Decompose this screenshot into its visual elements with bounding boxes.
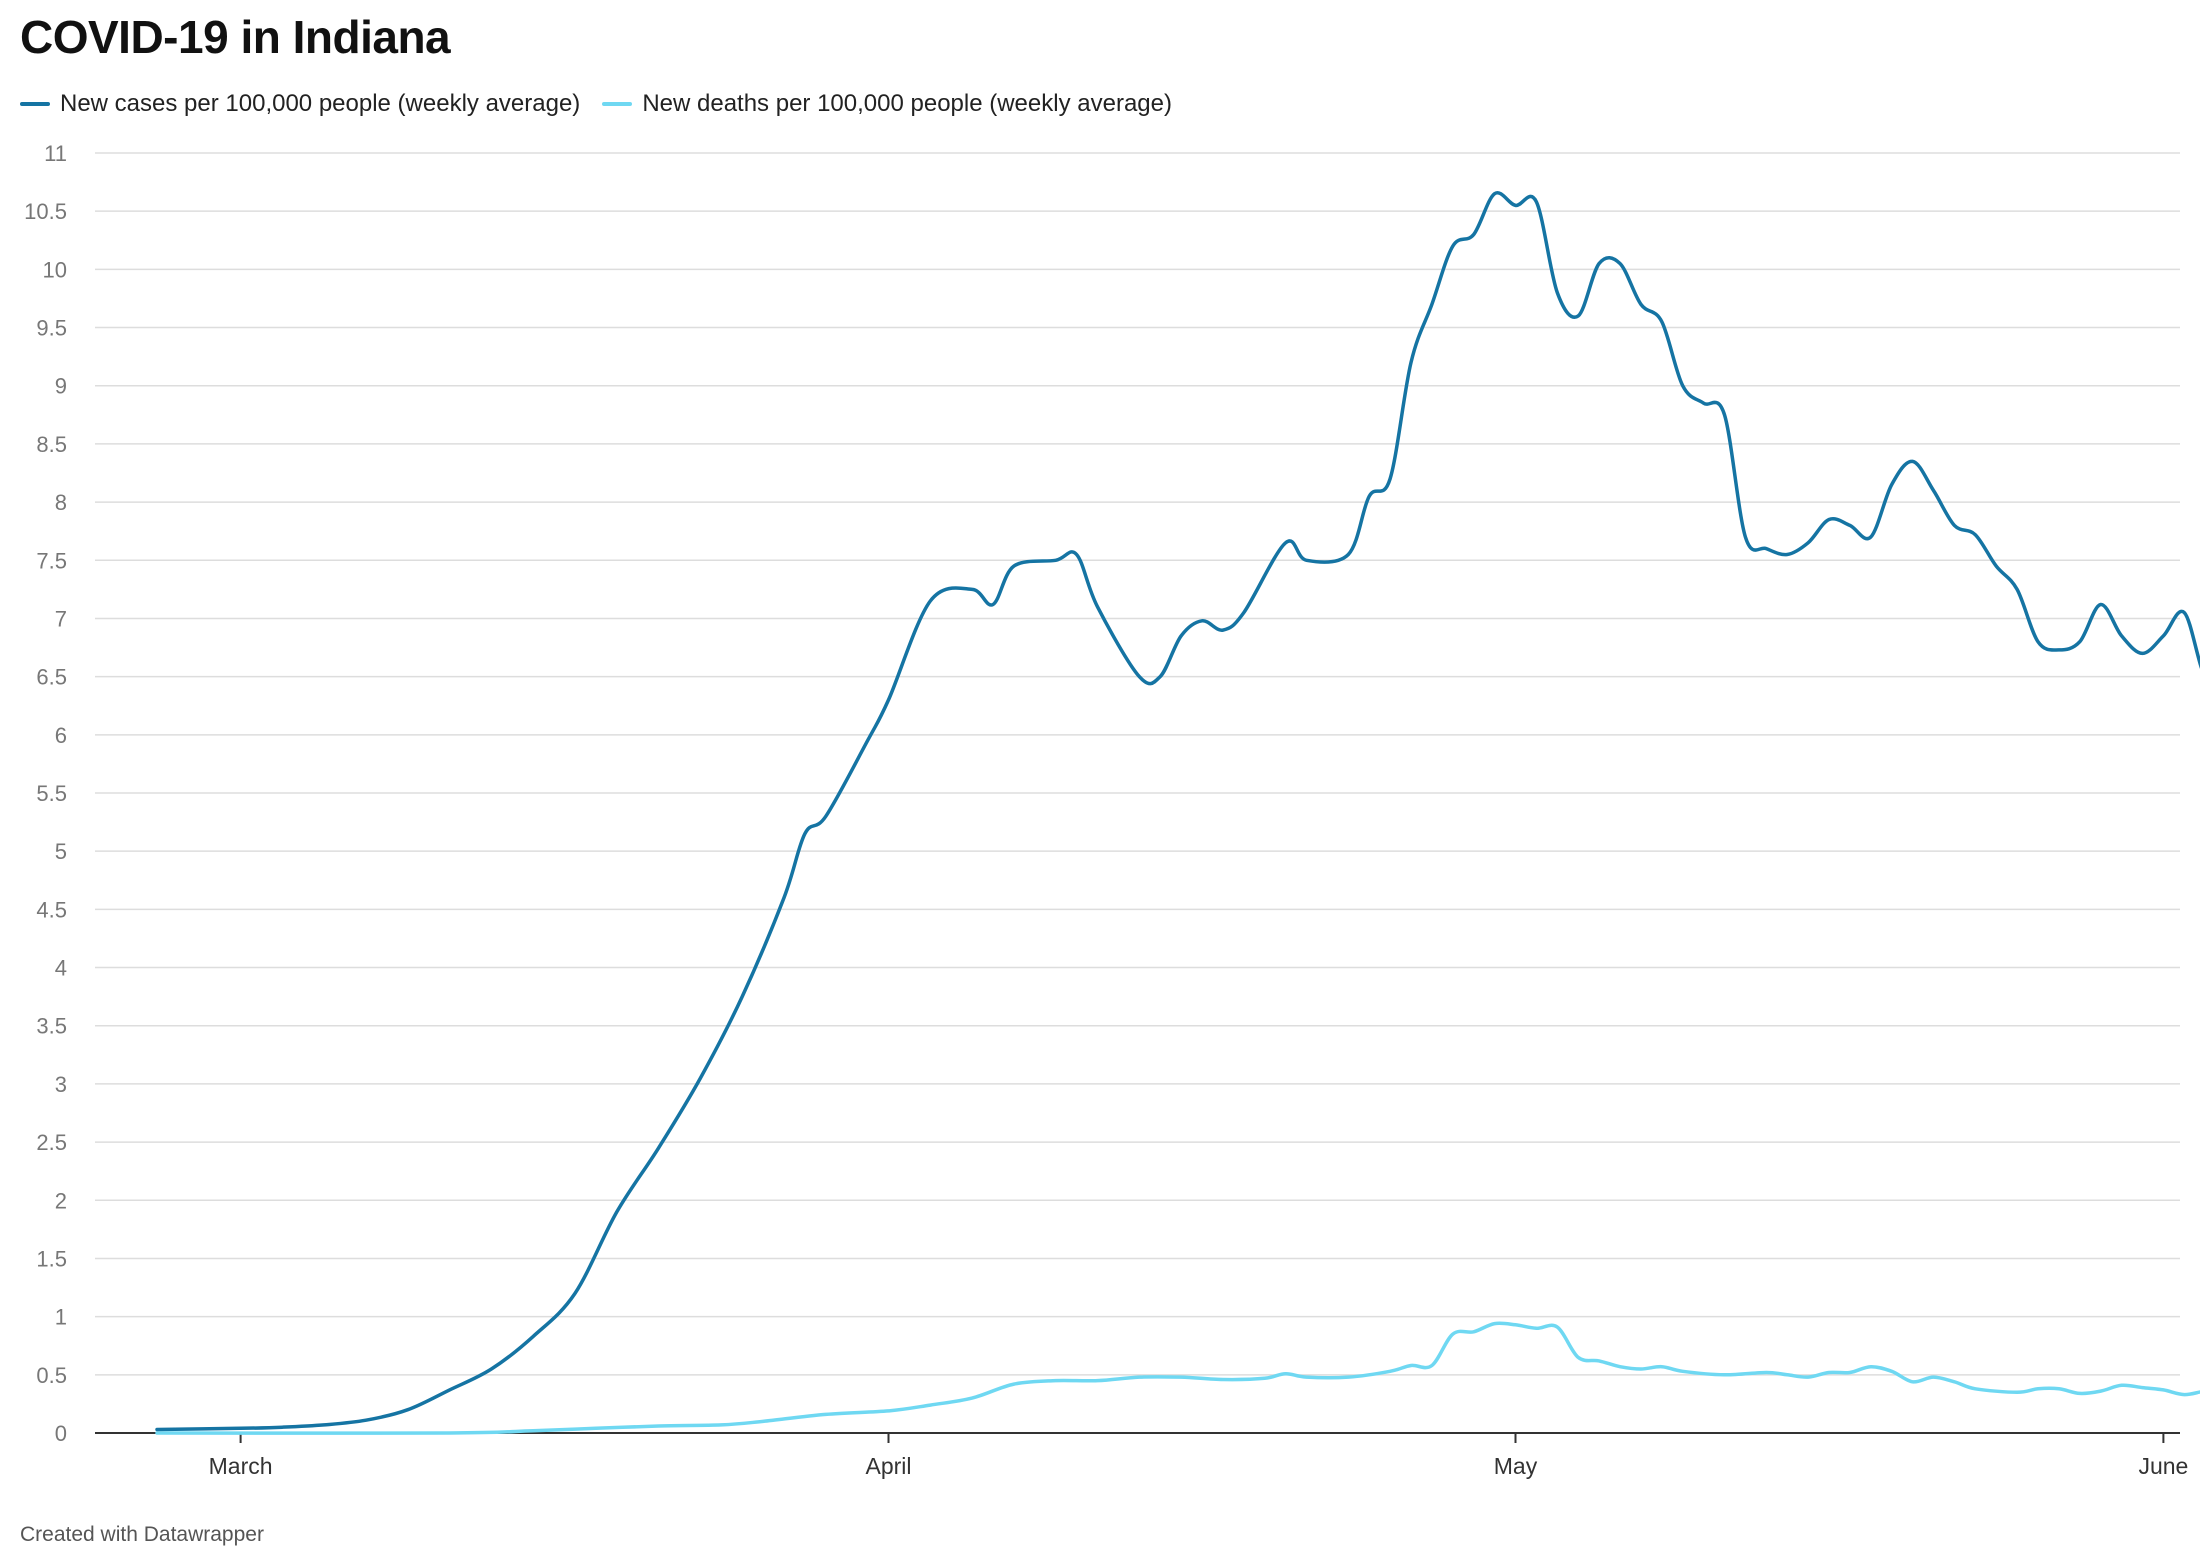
x-axis-ticks: March April May June: [209, 1433, 2188, 1479]
y-tick-label: 4: [55, 956, 67, 981]
y-tick-label: 0: [55, 1421, 67, 1446]
y-tick-label: 2: [55, 1188, 67, 1213]
series-lines: [155, 191, 2200, 1435]
y-tick-label: 9: [55, 374, 67, 399]
y-tick-label: 3.5: [36, 1014, 67, 1039]
y-tick-label: 7.5: [36, 548, 67, 573]
y-tick-label: 7: [55, 606, 67, 631]
y-tick-label: 3: [55, 1072, 67, 1097]
y-tick-label: 9.5: [36, 316, 67, 341]
y-tick-label: 5: [55, 839, 67, 864]
x-tick-label: March: [209, 1453, 273, 1479]
y-tick-label: 6.5: [36, 665, 67, 690]
legend-swatch-deaths: [602, 102, 633, 106]
legend-item-deaths: New deaths per 100,000 people (weekly av…: [602, 90, 1172, 118]
legend: New cases per 100,000 people (weekly ave…: [20, 90, 1194, 118]
grid-lines: [95, 152, 2180, 1434]
y-tick-label: 2.5: [36, 1130, 67, 1155]
x-tick-label: June: [2138, 1453, 2188, 1479]
x-tick-label: April: [865, 1453, 911, 1479]
y-tick-label: 11: [44, 141, 67, 166]
y-tick-label: 4.5: [36, 897, 67, 922]
y-tick-label: 8.5: [36, 432, 67, 457]
y-axis-ticks: 0 0.5 1 1.5 2 2.5 3 3.5 4 4.5 5 5.5 6 6.5 7 7.5 8 8.5 9 9.5…: [24, 141, 67, 1446]
y-tick-label: 10.5: [24, 199, 67, 224]
legend-label-deaths: New deaths per 100,000 people (weekly av…: [642, 90, 1172, 117]
series-line-deaths: [155, 1321, 2200, 1435]
y-tick-label: 1: [55, 1305, 67, 1330]
x-tick-label: May: [1494, 1453, 1538, 1479]
legend-swatch-cases: [20, 102, 50, 106]
y-tick-label: 5.5: [36, 781, 67, 806]
legend-label-cases: New cases per 100,000 people (weekly ave…: [60, 90, 581, 117]
footer-credit: Created with Datawrapper: [20, 1523, 264, 1546]
y-tick-label: 10: [43, 257, 67, 282]
series-line-cases: [155, 191, 2200, 1432]
y-tick-label: 1.5: [36, 1246, 67, 1271]
y-tick-label: 6: [55, 723, 67, 748]
legend-item-cases: New cases per 100,000 people (weekly ave…: [20, 90, 580, 118]
chart-title: COVID-19 in Indiana: [20, 11, 451, 63]
y-tick-label: 0.5: [36, 1363, 67, 1388]
y-tick-label: 8: [55, 490, 67, 515]
